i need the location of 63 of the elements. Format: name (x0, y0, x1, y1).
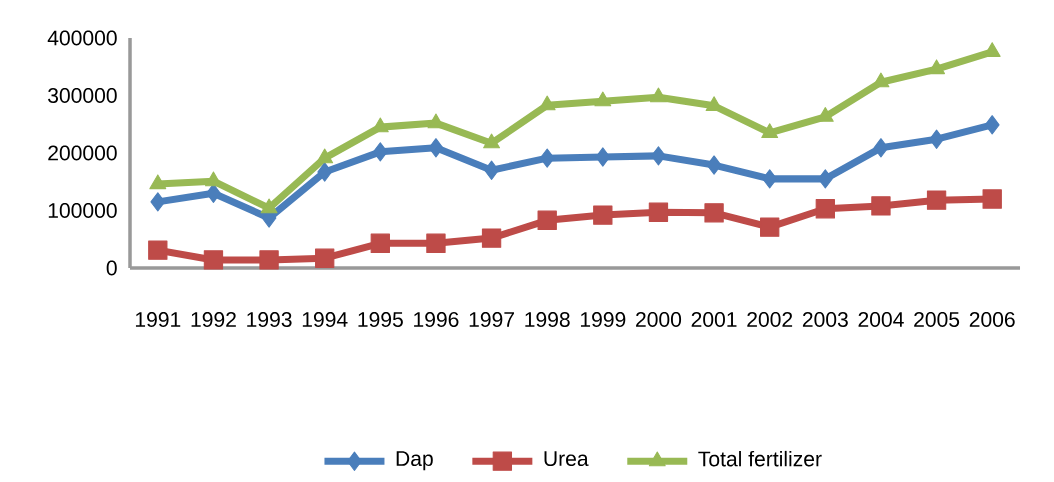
point (817, 169, 833, 189)
point (873, 138, 889, 158)
point (426, 233, 446, 253)
x-tick-label: 2001 (691, 312, 737, 327)
x-tick-label: 2004 (858, 312, 904, 327)
point (259, 250, 279, 270)
point (203, 250, 224, 270)
point (317, 162, 333, 182)
point (648, 202, 669, 222)
x-tick-label: 1997 (469, 312, 514, 327)
point (929, 129, 944, 149)
x-tick-label: 1995 (358, 312, 403, 327)
point (537, 210, 557, 230)
y-tick-label: 100000 (48, 203, 117, 218)
point (149, 174, 167, 190)
point (650, 87, 667, 103)
point (484, 160, 499, 180)
point (483, 133, 501, 149)
x-tick-label: 1992 (191, 312, 236, 327)
x-tick-label: 1998 (525, 312, 570, 327)
x-tick-label: 1991 (135, 312, 181, 327)
y-tick-label: 400000 (47, 30, 117, 46)
point (871, 196, 891, 216)
legend-label: Urea (544, 451, 589, 467)
x-tick-label: 2000 (636, 312, 682, 327)
point (704, 203, 724, 223)
point (762, 169, 778, 189)
point (428, 138, 444, 158)
point (481, 228, 502, 248)
point (984, 115, 1000, 135)
point (760, 217, 780, 237)
x-tick-label: 1993 (247, 312, 292, 327)
x-tick-label: 2006 (969, 312, 1015, 327)
point (594, 91, 612, 107)
x-tick-label: 1999 (580, 312, 626, 327)
point (370, 233, 390, 253)
point (593, 205, 613, 225)
x-tick-label: 2005 (914, 312, 960, 327)
legend-label: Total fertilizer (698, 450, 822, 467)
point (315, 248, 335, 268)
x-tick-label: 2003 (802, 312, 848, 327)
point (595, 147, 611, 167)
point (372, 142, 388, 162)
point (148, 240, 168, 260)
point (150, 192, 166, 212)
point (539, 148, 555, 168)
point (206, 183, 221, 203)
point (982, 189, 1002, 209)
y-tick-label: 300000 (48, 88, 117, 103)
point (761, 123, 779, 138)
point (316, 148, 334, 164)
point (651, 146, 666, 166)
point (815, 199, 835, 219)
x-tick-label: 2002 (747, 312, 793, 327)
point (706, 155, 722, 175)
x-tick-label: 1996 (414, 312, 459, 327)
point (926, 190, 947, 210)
x-tick-label: 1994 (302, 312, 348, 327)
y-tick-label: 200000 (48, 145, 117, 161)
point (260, 198, 278, 214)
point (928, 59, 946, 75)
legend-label: Dap (396, 451, 433, 471)
y-tick-label: 0 (106, 260, 117, 276)
